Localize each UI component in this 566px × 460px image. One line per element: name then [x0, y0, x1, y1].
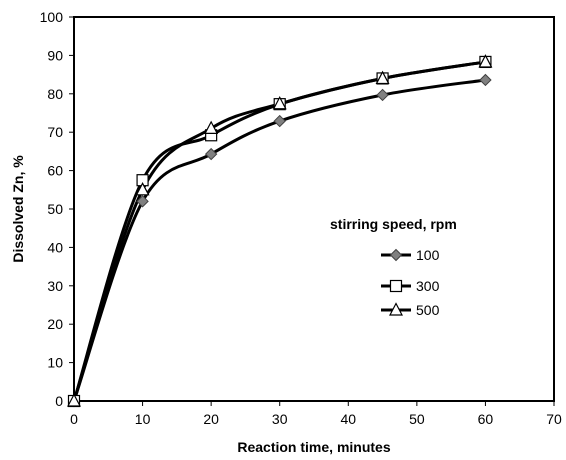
x-tick-label: 70: [546, 411, 562, 427]
legend: 100 300 500: [381, 247, 440, 318]
legend-label-100: 100: [416, 247, 440, 263]
x-tick-label: 60: [478, 411, 494, 427]
series-line-500: [72, 60, 487, 403]
legend-title: stirring speed, rpm: [330, 216, 457, 232]
y-tick-label: 10: [47, 355, 63, 371]
y-tick-label: 80: [47, 86, 63, 102]
plot-area: [73, 16, 555, 402]
data-point-100: [273, 114, 286, 128]
data-point-500: [67, 393, 81, 407]
legend-label-300: 300: [416, 278, 440, 294]
legend-marker-100: [389, 248, 403, 262]
y-tick-label: 90: [47, 47, 63, 63]
y-tick-label: 50: [47, 201, 63, 217]
data-point-500: [375, 70, 390, 85]
data-point-100: [136, 195, 149, 208]
y-tick-label: 30: [47, 278, 63, 294]
y-tick-label: 20: [47, 316, 63, 332]
y-axis-ticks: 0 10 20 30 40 50 60 70 80 90 100: [40, 9, 74, 409]
x-tick-label: 40: [340, 411, 356, 427]
data-point-100: [479, 73, 492, 87]
series-line-100: [72, 78, 487, 403]
x-tick-label: 20: [203, 411, 219, 427]
data-point-500: [478, 54, 493, 68]
y-tick-label: 40: [47, 239, 63, 255]
x-tick-label: 10: [135, 411, 151, 427]
x-axis-title: Reaction time, minutes: [237, 439, 390, 455]
y-axis-title: Dissolved Zn, %: [10, 155, 26, 263]
legend-marker-500: [389, 302, 403, 316]
legend-marker-300: [389, 279, 403, 293]
data-point-100: [376, 88, 389, 102]
data-point-500: [204, 120, 219, 134]
series-layer: [67, 54, 493, 408]
y-tick-label: 100: [40, 9, 64, 25]
x-tick-label: 0: [70, 411, 78, 427]
data-point-500: [272, 95, 287, 110]
x-tick-label: 50: [409, 411, 425, 427]
y-tick-label: 0: [55, 393, 63, 409]
y-tick-label: 70: [47, 124, 63, 140]
x-tick-label: 30: [272, 411, 288, 427]
data-point-500: [135, 182, 150, 196]
legend-label-500: 500: [416, 302, 440, 318]
data-point-100: [204, 147, 218, 161]
x-axis-ticks: 0 10 20 30 40 50 60 70: [70, 401, 562, 427]
y-tick-label: 60: [47, 163, 63, 179]
